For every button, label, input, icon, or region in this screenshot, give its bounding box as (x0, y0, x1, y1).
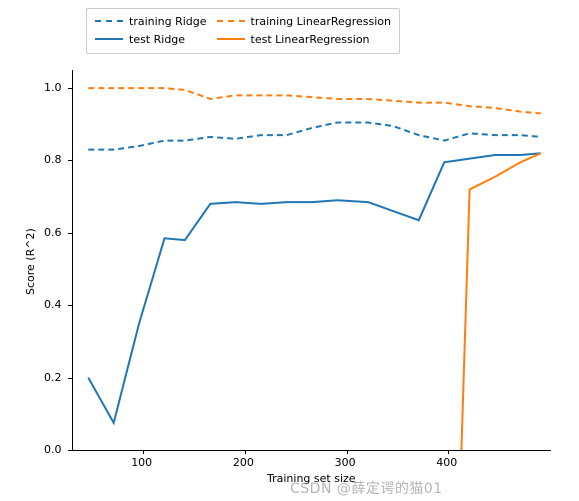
legend-label: training LinearRegression (251, 15, 391, 28)
y-tick-label: 0.4 (44, 298, 62, 311)
y-tick (68, 378, 72, 379)
series-svg (73, 70, 551, 450)
y-tick-label: 1.0 (44, 81, 62, 94)
y-tick-label: 0.2 (44, 371, 62, 384)
legend-label: test LinearRegression (251, 33, 370, 46)
legend-label: training Ridge (129, 15, 207, 28)
series-line (88, 122, 541, 149)
legend: training Ridge test Ridge training LinearR… (86, 8, 400, 54)
x-tick (143, 450, 144, 454)
legend-swatch (217, 38, 245, 40)
legend-label: test Ridge (129, 33, 185, 46)
series-line (88, 88, 541, 113)
series-line (88, 153, 541, 423)
y-tick (68, 233, 72, 234)
plot-area (72, 70, 551, 451)
legend-item: training LinearRegression (217, 13, 391, 29)
x-tick-label: 200 (233, 456, 254, 469)
legend-swatch (95, 20, 123, 22)
legend-swatch (95, 38, 123, 40)
x-tick-label: 400 (436, 456, 457, 469)
figure: training Ridge test Ridge training LinearR… (0, 0, 579, 501)
watermark-text: CSDN @薛定谔的猫01 (290, 478, 443, 498)
x-tick (347, 450, 348, 454)
legend-swatch (217, 20, 245, 22)
legend-item: test Ridge (95, 31, 207, 47)
x-tick (245, 450, 246, 454)
y-tick (68, 450, 72, 451)
y-tick (68, 88, 72, 89)
x-tick (448, 450, 449, 454)
y-axis-label: Score (R^2) (24, 228, 37, 295)
x-tick-label: 100 (131, 456, 152, 469)
y-tick-label: 0.0 (44, 443, 62, 456)
series-line (88, 153, 541, 501)
y-tick (68, 305, 72, 306)
legend-item: training Ridge (95, 13, 207, 29)
legend-item: test LinearRegression (217, 31, 391, 47)
y-tick (68, 160, 72, 161)
y-tick-label: 0.6 (44, 226, 62, 239)
x-tick-label: 300 (335, 456, 356, 469)
y-tick-label: 0.8 (44, 153, 62, 166)
